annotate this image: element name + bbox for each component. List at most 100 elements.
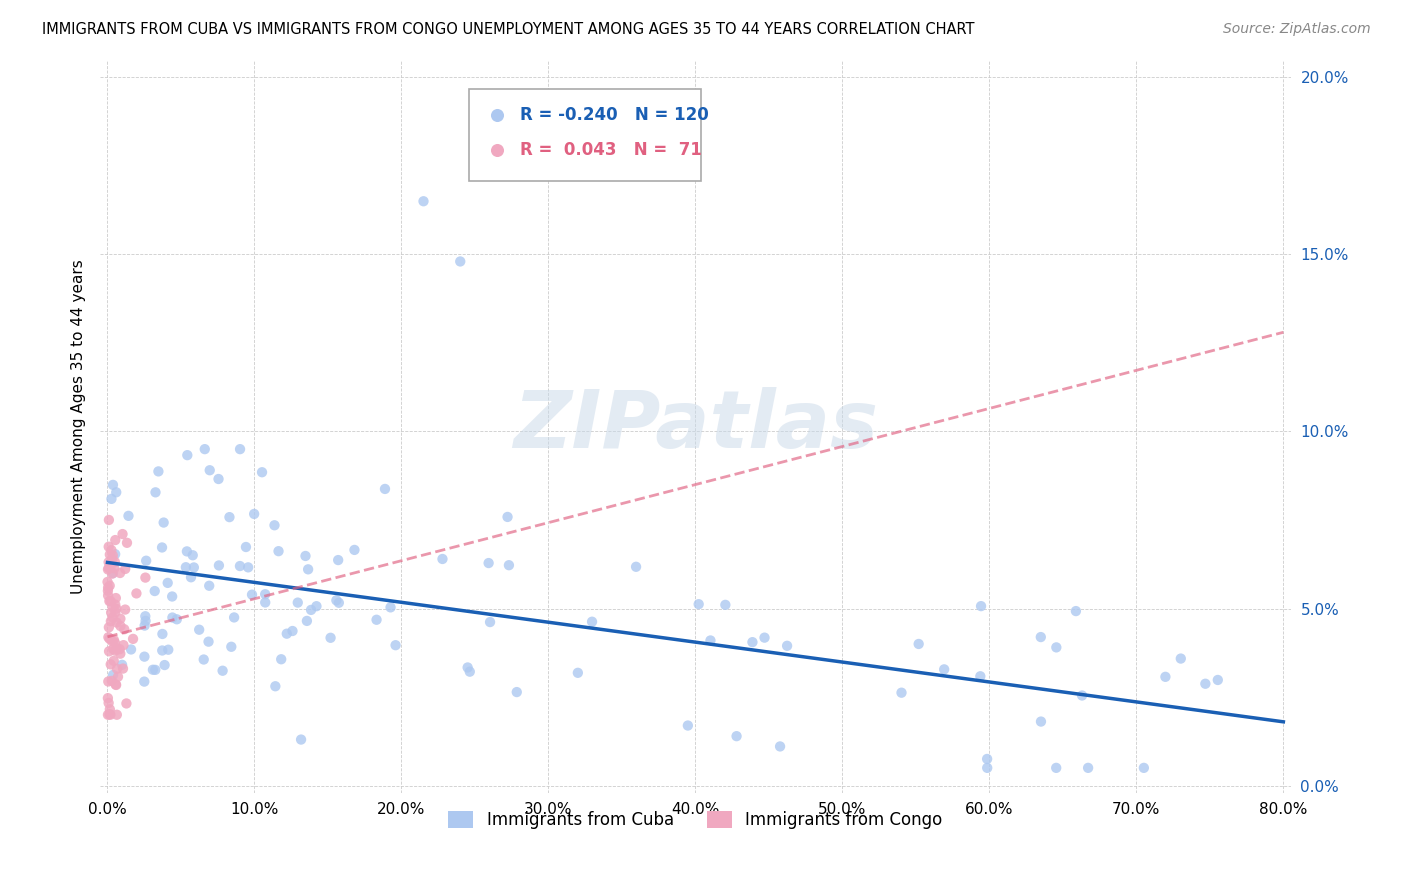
- Point: [193, 652, 215, 666]
- Point: [890, 686, 912, 700]
- Point: [101, 566, 124, 581]
- Point: [240, 588, 263, 602]
- Point: [101, 566, 124, 581]
- Point: [153, 658, 176, 673]
- Point: [776, 639, 799, 653]
- Point: [166, 612, 188, 626]
- Point: [100, 594, 122, 608]
- Point: [101, 549, 124, 563]
- Point: [218, 510, 240, 524]
- Point: [976, 752, 998, 766]
- Point: [380, 600, 402, 615]
- Point: [156, 575, 179, 590]
- Point: [98, 548, 121, 562]
- Point: [479, 615, 502, 629]
- Point: [148, 464, 170, 478]
- Point: [290, 732, 312, 747]
- Point: [294, 549, 316, 563]
- Point: [97, 555, 120, 569]
- Point: [135, 614, 157, 628]
- Point: [458, 665, 481, 679]
- Point: [97, 630, 120, 644]
- Point: [1045, 761, 1067, 775]
- Point: [1154, 670, 1177, 684]
- Point: [496, 510, 519, 524]
- Point: [100, 606, 122, 620]
- Point: [97, 513, 120, 527]
- Point: [105, 641, 128, 656]
- Point: [366, 613, 388, 627]
- Text: ZIPatlas: ZIPatlas: [513, 387, 877, 465]
- Point: [263, 518, 285, 533]
- Point: [176, 544, 198, 558]
- Point: [267, 544, 290, 558]
- Point: [100, 543, 122, 558]
- Point: [676, 718, 699, 732]
- Point: [104, 547, 127, 561]
- Point: [384, 638, 406, 652]
- Point: [134, 618, 156, 632]
- Point: [134, 674, 156, 689]
- Text: R =  0.043   N =  71: R = 0.043 N = 71: [520, 141, 702, 159]
- Text: R = -0.240   N = 120: R = -0.240 N = 120: [520, 105, 709, 124]
- Point: [125, 586, 148, 600]
- Point: [100, 560, 122, 574]
- Point: [343, 542, 366, 557]
- Point: [180, 570, 202, 584]
- Point: [104, 598, 127, 612]
- Point: [110, 612, 132, 626]
- Point: [281, 624, 304, 638]
- Point: [305, 599, 328, 614]
- Point: [103, 561, 125, 575]
- Point: [104, 677, 127, 691]
- Point: [103, 632, 125, 647]
- Point: [250, 465, 273, 479]
- Point: [114, 602, 136, 616]
- Point: [115, 536, 138, 550]
- Point: [478, 556, 501, 570]
- Point: [142, 663, 165, 677]
- Point: [188, 623, 211, 637]
- Point: [98, 702, 121, 716]
- Point: [150, 643, 173, 657]
- Point: [110, 619, 132, 633]
- Point: [699, 633, 721, 648]
- Point: [229, 442, 252, 457]
- Point: [157, 642, 180, 657]
- Point: [412, 194, 434, 209]
- Point: [174, 560, 197, 574]
- Point: [1029, 714, 1052, 729]
- Point: [108, 642, 131, 657]
- Point: [98, 594, 121, 608]
- Point: [235, 540, 257, 554]
- Point: [197, 634, 219, 648]
- Point: [105, 678, 128, 692]
- Point: [725, 729, 748, 743]
- Point: [243, 507, 266, 521]
- Point: [211, 664, 233, 678]
- Point: [97, 583, 120, 598]
- Point: [97, 540, 120, 554]
- Point: [101, 552, 124, 566]
- Point: [567, 665, 589, 680]
- Point: [97, 562, 120, 576]
- Point: [150, 541, 173, 555]
- Point: [145, 485, 167, 500]
- Point: [120, 642, 142, 657]
- Point: [1077, 761, 1099, 775]
- Point: [143, 663, 166, 677]
- Point: [98, 579, 121, 593]
- Point: [105, 601, 128, 615]
- Point: [754, 631, 776, 645]
- Point: [224, 610, 246, 624]
- Point: [114, 562, 136, 576]
- Point: [198, 463, 221, 477]
- Point: [100, 657, 122, 672]
- Point: [208, 558, 231, 573]
- Point: [1071, 689, 1094, 703]
- Point: [221, 640, 243, 654]
- Point: [506, 685, 529, 699]
- Point: [97, 691, 120, 706]
- Point: [688, 597, 710, 611]
- Point: [134, 571, 156, 585]
